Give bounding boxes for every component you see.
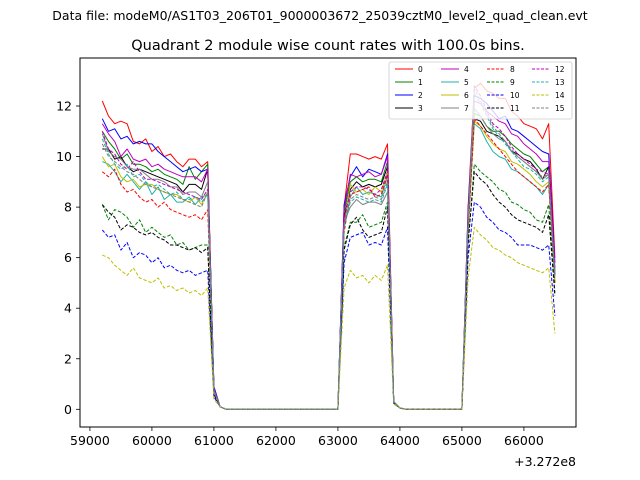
y-tick-label: 2 [64, 351, 72, 366]
legend-label-6: 6 [464, 91, 469, 100]
y-tick-label: 12 [56, 99, 72, 114]
axes-background [80, 58, 576, 427]
legend-box [388, 61, 573, 120]
legend-label-4: 4 [464, 65, 469, 74]
legend-label-11: 11 [510, 104, 520, 113]
legend-label-14: 14 [555, 91, 565, 100]
legend-label-9: 9 [510, 78, 515, 87]
x-axis: 59000 60000 61000 62000 63000 64000 65000 66000 [70, 427, 544, 448]
x-tick-label: 60000 [132, 433, 172, 448]
legend-label-12: 12 [555, 65, 565, 74]
x-tick-label: 63000 [318, 433, 358, 448]
legend-label-1: 1 [418, 78, 423, 87]
y-tick-label: 4 [64, 301, 72, 316]
series-group [101, 82, 556, 410]
legend-label-13: 13 [555, 78, 565, 87]
y-tick-label: 10 [56, 149, 72, 164]
chart-title: Quadrant 2 module wise count rates with … [131, 38, 525, 54]
legend-label-2: 2 [418, 91, 423, 100]
y-tick-label: 0 [64, 402, 72, 417]
x-tick-label: 61000 [194, 433, 234, 448]
y-axis: 0 2 4 6 8 10 12 [56, 99, 80, 417]
x-offset-label: +3.272e8 [514, 454, 576, 469]
x-tick-label: 59000 [70, 433, 110, 448]
plot-area: 59000 60000 61000 62000 63000 64000 65000 66000… [56, 57, 577, 469]
axes-frame [79, 57, 577, 428]
series-line-11 [101, 171, 556, 410]
suptitle: Data file: modeM0/AS1T03_206T01_90000036… [52, 8, 587, 23]
x-tick-label: 65000 [442, 433, 482, 448]
y-tick-label: 8 [64, 200, 72, 215]
legend-label-5: 5 [464, 78, 469, 87]
legend-label-7: 7 [464, 104, 469, 113]
legend-label-8: 8 [510, 65, 515, 74]
x-tick-label: 66000 [504, 433, 544, 448]
y-tick-label: 6 [64, 250, 72, 265]
x-tick-label: 62000 [256, 433, 296, 448]
x-tick-label: 64000 [380, 433, 420, 448]
legend-label-15: 15 [555, 104, 565, 113]
legend-label-10: 10 [510, 91, 520, 100]
legend-label-3: 3 [418, 104, 423, 113]
legend-label-0: 0 [418, 65, 423, 74]
